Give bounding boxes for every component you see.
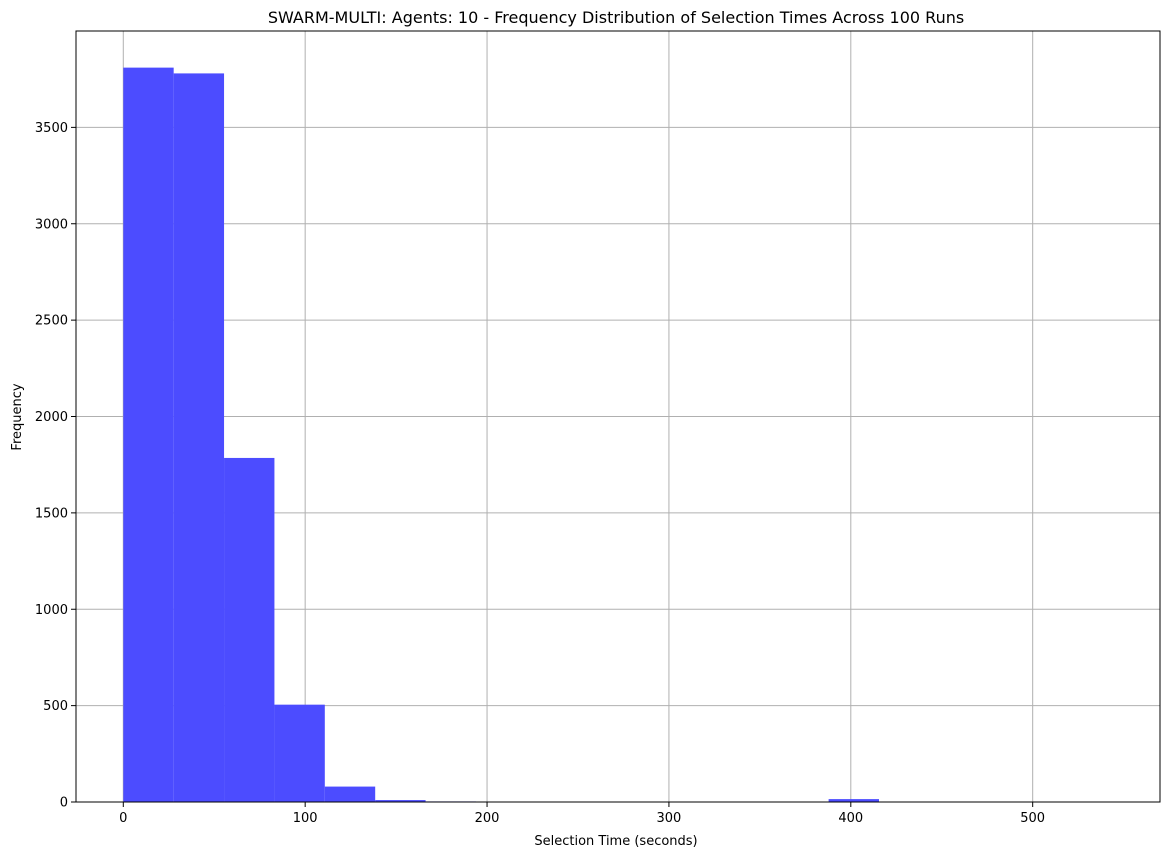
y-tick-label: 3500: [35, 121, 68, 136]
x-tick-label: 200: [475, 811, 500, 826]
chart-title: SWARM-MULTI: Agents: 10 - Frequency Dist…: [268, 8, 964, 27]
x-tick-label: 100: [293, 811, 318, 826]
y-tick-label: 1500: [35, 506, 68, 521]
histogram-bar: [324, 786, 376, 802]
y-axis-label: Frequency: [10, 383, 25, 450]
histogram-bar: [173, 73, 225, 802]
histogram-bar: [274, 704, 325, 802]
axis-ticks: 0 100 200 300 400 500 0 500 1000 1500 2000 2500 3000…: [35, 121, 1045, 826]
x-tick-label: 500: [1020, 811, 1045, 826]
histogram-bars: [123, 67, 1131, 802]
x-axis-label: Selection Time (seconds): [534, 834, 697, 849]
y-tick-label: 1000: [35, 603, 68, 618]
y-tick-label: 3000: [35, 217, 68, 232]
y-tick-label: 500: [43, 699, 68, 714]
y-tick-label: 2500: [35, 314, 68, 329]
y-tick-label: 0: [60, 796, 68, 811]
y-tick-label: 2000: [35, 410, 68, 425]
x-tick-label: 300: [657, 811, 682, 826]
histogram-bar: [828, 799, 879, 802]
x-tick-label: 400: [838, 811, 863, 826]
histogram-bar: [224, 457, 275, 802]
histogram-bar: [123, 67, 174, 802]
histogram-bar: [375, 800, 426, 802]
x-tick-label: 0: [119, 811, 127, 826]
